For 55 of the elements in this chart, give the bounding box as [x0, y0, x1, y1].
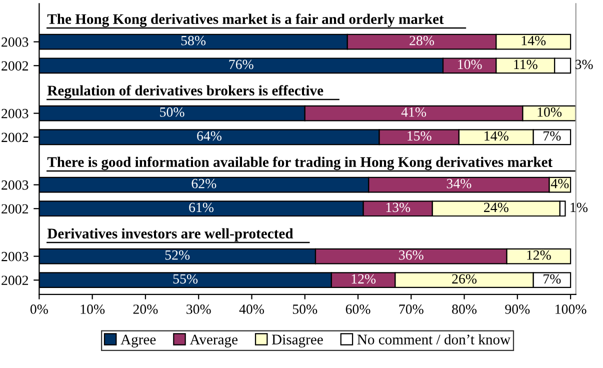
- x-tick-label: 50%: [292, 304, 318, 314]
- data-label: 14%: [484, 131, 508, 141]
- data-label: 12%: [527, 250, 551, 260]
- x-tick-label: 30%: [186, 304, 211, 314]
- data-label: 34%: [446, 178, 472, 188]
- x-tick-label: 100%: [556, 304, 586, 314]
- annotation: There is good information available for trading in Hong Kong derivatives market: [47, 156, 553, 170]
- data-label: 3%: [575, 60, 593, 70]
- y-tick-label: 2003: [2, 37, 28, 47]
- y-tick-label: 2003: [2, 108, 28, 118]
- annotation: Regulation of derivatives brokers is effective: [47, 85, 324, 99]
- data-label: 24%: [484, 202, 508, 212]
- data-label: 41%: [401, 107, 426, 117]
- data-label: 11%: [514, 60, 538, 70]
- legend-label: Agree: [120, 334, 156, 348]
- x-tick-label: 0%: [30, 304, 48, 314]
- x-tick-label: 10%: [80, 304, 105, 314]
- data-label: 13%: [386, 202, 410, 212]
- data-label: 64%: [197, 131, 222, 141]
- x-tick-label: 20%: [133, 304, 158, 314]
- x-tick-label: 90%: [505, 304, 530, 314]
- data-label: 14%: [522, 36, 546, 46]
- x-tick-label: 70%: [399, 304, 424, 314]
- data-label: 55%: [173, 274, 198, 284]
- legend-label: Average: [190, 334, 238, 348]
- y-tick-label: 2002: [2, 61, 28, 71]
- y-tick-label: 2002: [2, 276, 28, 286]
- legend-label: No comment / don’t know: [357, 334, 511, 344]
- data-label: 4%: [550, 178, 569, 188]
- data-label: 76%: [229, 60, 254, 70]
- data-label: 62%: [192, 178, 216, 188]
- x-tick-label: 60%: [346, 304, 370, 314]
- data-label: 10%: [458, 60, 482, 70]
- x-tick-label: 80%: [452, 304, 477, 314]
- y-tick-label: 2003: [2, 252, 28, 262]
- data-label: 7%: [544, 274, 561, 284]
- x-tick-label: 40%: [239, 304, 264, 314]
- data-label: 58%: [181, 36, 206, 46]
- data-label: 26%: [452, 274, 477, 284]
- data-label: 10%: [538, 107, 562, 117]
- annotation: The Hong Kong derivatives market is a fair and orderly market: [47, 14, 444, 28]
- y-tick-label: 2002: [2, 132, 28, 142]
- data-label: 15%: [408, 131, 432, 141]
- data-label: 52%: [165, 250, 190, 260]
- y-tick-label: 2002: [2, 204, 28, 214]
- data-label: 12%: [352, 274, 376, 284]
- y-tick-label: 2003: [2, 180, 28, 190]
- annotation: Derivatives investors are well-protected: [47, 228, 294, 242]
- data-label: 28%: [410, 36, 434, 46]
- data-label: 50%: [160, 107, 184, 117]
- data-label: 36%: [399, 250, 424, 260]
- data-label: 1%: [570, 202, 588, 212]
- legend-label: Disagree: [272, 334, 323, 348]
- data-label: 61%: [189, 202, 214, 212]
- data-label: 7%: [544, 131, 561, 141]
